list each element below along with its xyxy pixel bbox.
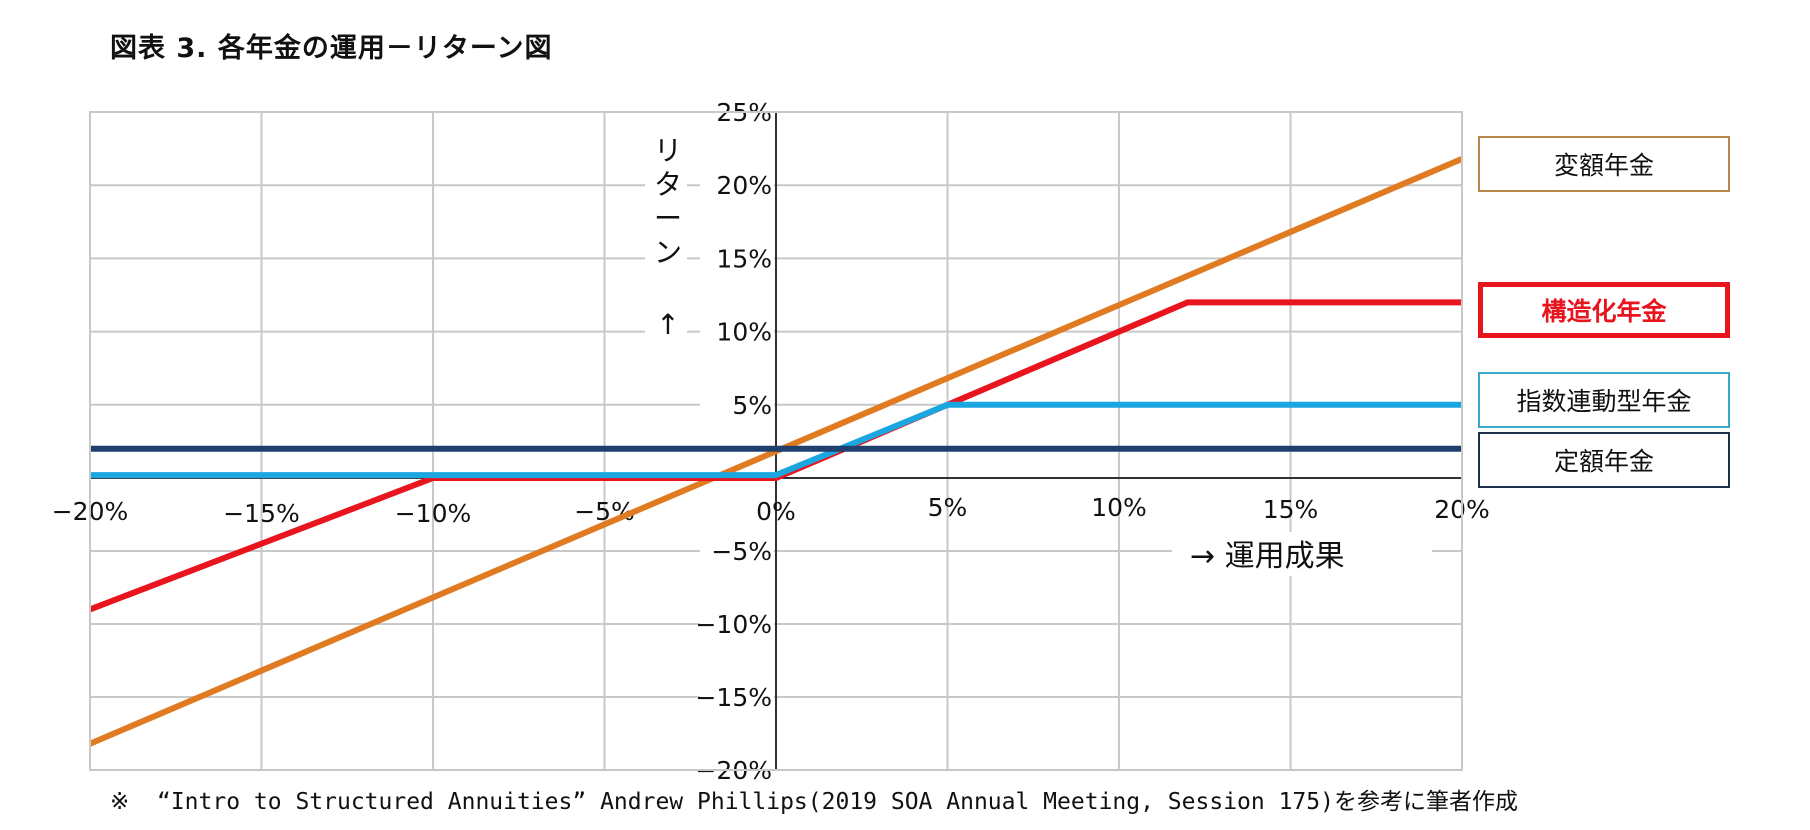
y-tick-label: −5% xyxy=(711,537,772,566)
y-tick-label: 10% xyxy=(716,318,772,347)
y-axis-label-bg xyxy=(645,136,687,356)
y-tick-label: 20% xyxy=(716,171,772,200)
y-tick-label: 15% xyxy=(716,244,772,273)
y-tick-label-bg xyxy=(700,608,774,638)
chart-title: 図表 3. 各年金の運用－リターン図 xyxy=(110,33,553,64)
y-tick-label-bg xyxy=(700,681,774,711)
legend-item: 構造化年金 xyxy=(1478,282,1730,338)
x-tick-label: 10% xyxy=(1091,493,1147,522)
y-tick-label-bg xyxy=(700,388,774,419)
footnote: ※ “Intro to Structured Annuities” Andrew… xyxy=(110,789,1518,815)
x-tick-label: 15% xyxy=(1263,495,1319,524)
y-tick-label: −15% xyxy=(695,683,772,712)
plot-border xyxy=(89,111,1463,771)
y-tick-label-bg xyxy=(700,535,774,565)
x-axis-label: → 運用成果 xyxy=(1190,539,1345,574)
legend-item: 変額年金 xyxy=(1478,136,1730,192)
y-tick-label: −10% xyxy=(695,610,772,639)
y-axis-label: リターン↑ xyxy=(654,134,682,341)
y-tick-label-bg xyxy=(700,242,774,273)
series-line-2 xyxy=(90,401,1462,479)
legend-item: 指数連動型年金 xyxy=(1478,372,1730,428)
x-tick-label: 0% xyxy=(756,497,796,526)
x-tick-label: −10% xyxy=(395,499,472,528)
legend-item: 定額年金 xyxy=(1478,432,1730,488)
y-tick-label-bg xyxy=(700,169,774,200)
x-tick-label: 5% xyxy=(928,493,968,522)
y-tick-label-bg xyxy=(700,315,774,346)
y-tick-label: 5% xyxy=(732,391,772,420)
x-axis-label-bg xyxy=(1172,532,1432,576)
x-tick-label: −15% xyxy=(223,499,300,528)
